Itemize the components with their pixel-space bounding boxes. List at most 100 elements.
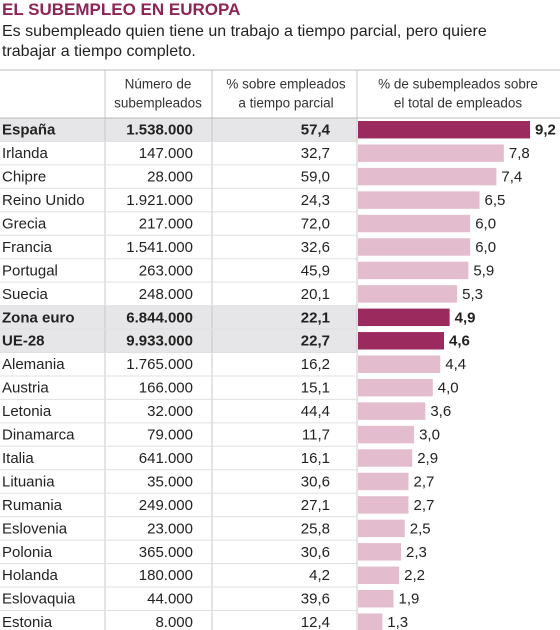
country: Eslovenia [2, 520, 68, 537]
count: 263.000 [139, 262, 193, 279]
country: Suecia [2, 286, 49, 303]
bar-label: 6,0 [475, 239, 496, 256]
bar-label: 4,6 [449, 333, 470, 350]
count: 44.000 [147, 591, 193, 608]
country: Irlanda [2, 145, 49, 162]
bar [358, 332, 445, 350]
bar-label: 2,9 [417, 450, 438, 467]
pct: 32,7 [301, 145, 330, 162]
bar [358, 261, 469, 280]
bar [358, 425, 415, 444]
count: 1.541.000 [126, 239, 193, 256]
country: Grecia [2, 215, 47, 232]
bar [358, 238, 471, 256]
column-header: % de subempleados sobre [378, 77, 538, 92]
bar-label: 1,3 [387, 614, 408, 630]
bar-label: 4,0 [438, 380, 459, 397]
pct: 45,9 [301, 262, 330, 279]
pct: 30,6 [301, 473, 330, 490]
pct: 15,1 [301, 380, 330, 397]
count: 1.538.000 [126, 122, 193, 139]
bar [358, 167, 497, 186]
bar [358, 191, 480, 209]
pct: 25,8 [301, 520, 330, 537]
country: Italia [2, 450, 34, 467]
bar [358, 519, 405, 538]
column-header: Número de [125, 77, 192, 92]
count: 6.844.000 [126, 309, 193, 326]
count: 1.765.000 [126, 356, 193, 373]
count: 1.921.000 [126, 192, 193, 209]
country: Zona euro [2, 309, 75, 326]
bar-label: 1,9 [399, 591, 420, 608]
pct: 12,4 [301, 614, 330, 630]
column-header: % sobre empleados [226, 77, 346, 92]
count: 180.000 [139, 567, 193, 584]
country: Alemania [2, 356, 65, 373]
bar-label: 2,7 [413, 473, 434, 490]
bar-label: 7,8 [509, 145, 530, 162]
bar-label: 9,2 [535, 122, 556, 139]
count: 28.000 [147, 169, 193, 186]
bar-label: 3,0 [419, 427, 440, 444]
column-header: subempleados [114, 96, 202, 111]
country: España [2, 122, 56, 139]
count: 166.000 [139, 380, 193, 397]
pct: 11,7 [302, 427, 330, 444]
country: Eslovaquia [2, 591, 76, 608]
bar [358, 566, 400, 584]
pct: 16,2 [301, 356, 330, 373]
count: 641.000 [139, 450, 193, 467]
bar-label: 2,2 [404, 567, 425, 584]
count: 35.000 [147, 473, 193, 490]
country: Dinamarca [2, 427, 75, 444]
pct: 57,4 [301, 122, 331, 139]
country: Polonia [2, 544, 53, 561]
count: 147.000 [139, 145, 193, 162]
pct: 72,0 [301, 215, 330, 232]
country: Francia [2, 239, 53, 256]
bar [358, 214, 471, 233]
country: Rumania [2, 497, 63, 514]
bar [358, 378, 433, 397]
title: EL SUBEMPLEO EN EUROPA [2, 0, 241, 19]
bar-label: 7,4 [501, 169, 522, 186]
pct: 16,1 [301, 450, 330, 467]
bar-label: 6,0 [475, 215, 496, 232]
bar [358, 402, 426, 420]
bar [358, 308, 450, 327]
pct: 27,1 [301, 497, 330, 514]
bar-label: 5,9 [473, 262, 494, 279]
country: UE-28 [2, 333, 45, 350]
bar [358, 472, 409, 491]
pct: 24,3 [301, 192, 330, 209]
count: 365.000 [139, 544, 193, 561]
bar [358, 590, 394, 608]
subtitle: Es subempleado quien tiene un trabajo a … [2, 23, 487, 60]
column-header: a tiempo parcial [238, 96, 333, 111]
count: 217.000 [139, 215, 193, 232]
count: 9.933.000 [126, 333, 193, 350]
count: 23.000 [147, 520, 193, 537]
bar-label: 3,6 [430, 403, 451, 420]
pct: 4,2 [309, 567, 330, 584]
country: Chipre [2, 169, 46, 186]
count: 79.000 [147, 427, 193, 444]
bar [358, 449, 413, 467]
bar [358, 543, 402, 561]
bar-label: 2,5 [410, 520, 431, 537]
bar [358, 144, 504, 162]
bar [358, 613, 383, 630]
pct: 59,0 [301, 169, 330, 186]
country: Reino Unido [2, 192, 85, 209]
country: Austria [2, 380, 49, 397]
bar [358, 496, 409, 514]
bar-label: 5,3 [462, 286, 483, 303]
pct: 22,7 [301, 333, 330, 350]
bar-label: 4,9 [455, 309, 476, 326]
column-header: el total de empleados [394, 96, 523, 111]
row-highlight [0, 118, 357, 142]
count: 248.000 [139, 286, 193, 303]
row-highlight [0, 305, 357, 330]
